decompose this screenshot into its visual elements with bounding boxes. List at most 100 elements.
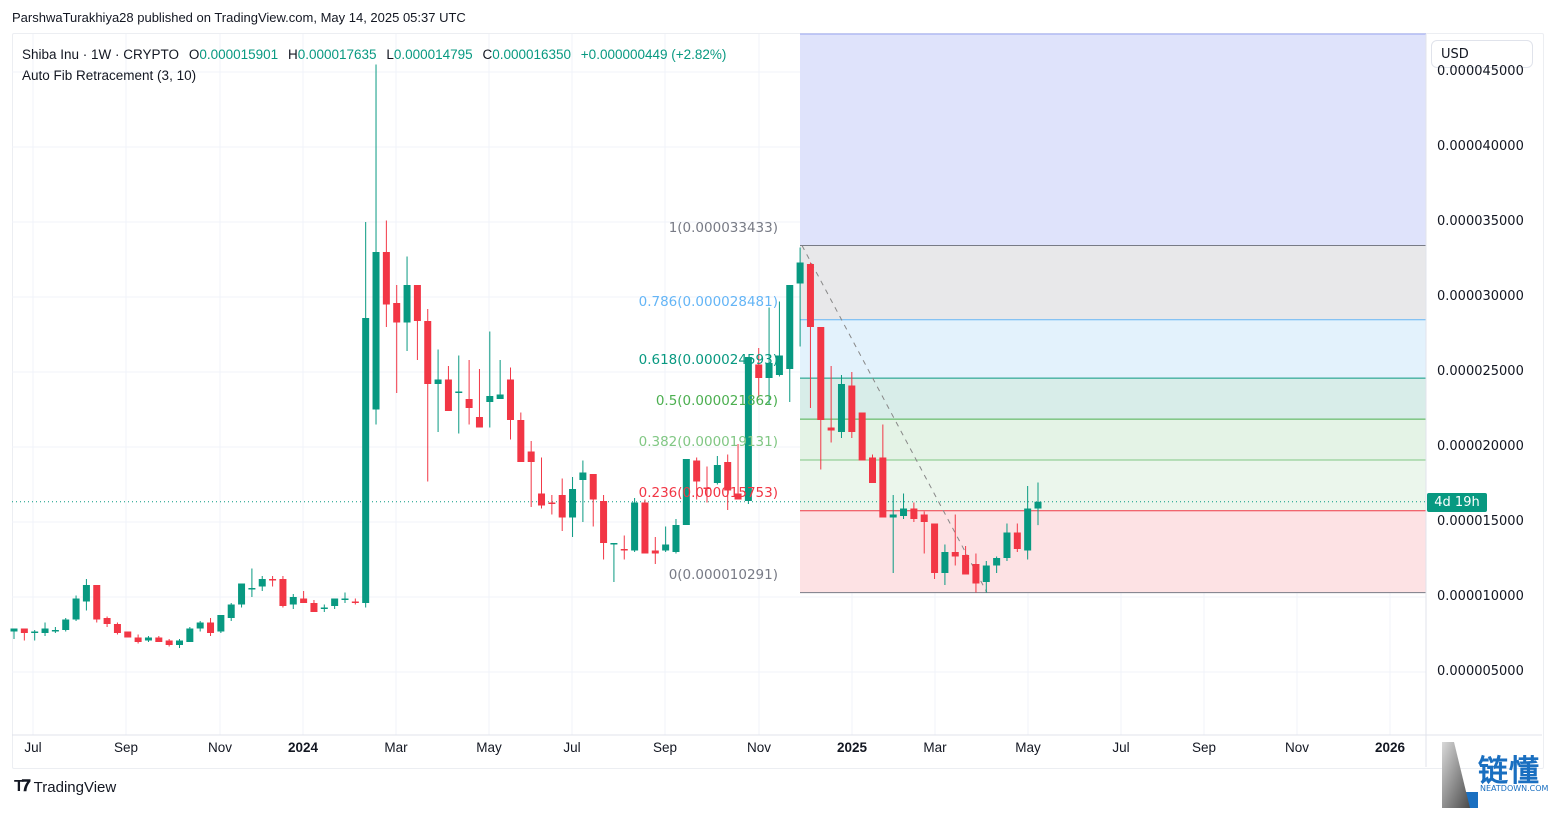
candle-body (124, 631, 132, 638)
candle-body (848, 385, 856, 432)
candle-body (382, 252, 390, 305)
candle-body (827, 427, 835, 431)
time-axis-label: May (476, 740, 502, 755)
candle-body (165, 640, 173, 645)
price-axis-label: 0.000010000 (1437, 589, 1524, 604)
candle-body (175, 640, 183, 645)
watermark-cn-text: 链懂 (1478, 754, 1540, 789)
candle-body (569, 489, 577, 518)
chart-legend: Shiba Inu · 1W · CRYPTO O0.000015901 H0.… (22, 45, 726, 87)
fib-level-label: 0.786(0.000028481) (638, 293, 778, 310)
candle-body (579, 472, 587, 480)
time-axis-label: Sep (113, 740, 139, 755)
time-axis-label: Jul (563, 740, 581, 755)
symbol-title[interactable]: Shiba Inu · 1W · CRYPTO (22, 47, 180, 62)
indicator-row[interactable]: Auto Fib Retracement (3, 10) (22, 66, 726, 87)
candle-body (155, 637, 163, 642)
candle-body (424, 321, 432, 384)
price-axis-label: 0.000025000 (1437, 364, 1524, 379)
candle-body (765, 363, 773, 378)
high-value: 0.000017635 (297, 47, 377, 62)
candle-body (610, 543, 618, 545)
candle-body (207, 622, 215, 633)
candle-body (238, 583, 246, 605)
candle-body (837, 384, 845, 432)
fib-zone (800, 510, 1426, 593)
candle-body (858, 412, 866, 461)
time-axis-label: Nov (746, 740, 772, 755)
fib-zone (800, 245, 1426, 320)
candle-body (496, 394, 504, 399)
time-axis-label: Mar (384, 740, 408, 755)
candle-body (703, 487, 711, 489)
candle-body (362, 318, 370, 603)
candle-body (310, 603, 318, 612)
candle-body (62, 619, 70, 630)
candle-body (486, 396, 494, 402)
candle-body (527, 451, 535, 462)
candle-body (920, 514, 928, 522)
candle-body (248, 588, 256, 590)
candle-body (31, 631, 39, 633)
candle-body (227, 604, 235, 618)
candle-body (962, 555, 970, 575)
candle-body (1024, 508, 1032, 551)
low-label: L (386, 47, 394, 62)
candle-body (641, 502, 649, 554)
candle-body (10, 628, 18, 632)
fib-level-label: 0.236(0.000015753) (638, 484, 778, 501)
candle-body (734, 493, 742, 500)
price-axis-label: 0.000045000 (1437, 64, 1524, 79)
candle-body (455, 391, 463, 393)
candle-body (475, 417, 483, 428)
indicator-title[interactable]: Auto Fib Retracement (3, 10) (22, 68, 197, 83)
candle-body (693, 460, 701, 482)
candle-body (269, 579, 277, 581)
candle-body (879, 457, 887, 518)
open-label: O (188, 47, 200, 62)
fib-zone (800, 460, 1426, 511)
tradingview-brand[interactable]: T𝟕 TradingView (14, 778, 116, 796)
candle-body (951, 552, 959, 557)
candle-body (558, 495, 566, 518)
close-value: 0.000016350 (492, 47, 572, 62)
fib-level-label: 0(0.000010291) (668, 566, 778, 583)
price-axis-label: 0.000030000 (1437, 289, 1524, 304)
candle-body (331, 598, 339, 606)
candle-body (982, 565, 990, 582)
time-axis-label: Sep (1191, 740, 1217, 755)
candle-body (869, 457, 877, 483)
candle-body (600, 501, 608, 543)
candle-body (1013, 532, 1021, 549)
watermark-en-text: NEATDOWN.COM (1480, 784, 1549, 793)
candle-body (434, 379, 442, 384)
candle-body (465, 399, 473, 408)
price-axis-label: 0.000035000 (1437, 214, 1524, 229)
time-axis-label: 2024 (287, 740, 319, 755)
candle-body (93, 585, 101, 620)
candle-body (258, 579, 266, 587)
candle-body (817, 327, 825, 420)
price-axis-label: 0.000005000 (1437, 664, 1524, 679)
candle-body (413, 285, 421, 321)
candle-body (631, 502, 639, 551)
time-axis-label: 2025 (836, 740, 868, 755)
candle-body (744, 357, 752, 501)
chart-frame (12, 33, 1544, 769)
currency-button[interactable]: USD (1431, 40, 1533, 68)
time-axis-label: Nov (1284, 740, 1310, 755)
candle-body (82, 585, 90, 602)
candle-body (341, 598, 349, 600)
tradingview-brand-text: TradingView (33, 778, 117, 796)
candle-body (548, 502, 556, 504)
candle-body (403, 285, 411, 323)
candle-body (444, 379, 452, 411)
fib-zone (800, 378, 1426, 420)
price-axis-label: 0.000020000 (1437, 439, 1524, 454)
candle-body (889, 514, 897, 518)
price-axis-label: 0.000040000 (1437, 139, 1524, 154)
candle-body (72, 598, 80, 620)
candle-body (300, 598, 308, 603)
candle-body (538, 493, 546, 506)
